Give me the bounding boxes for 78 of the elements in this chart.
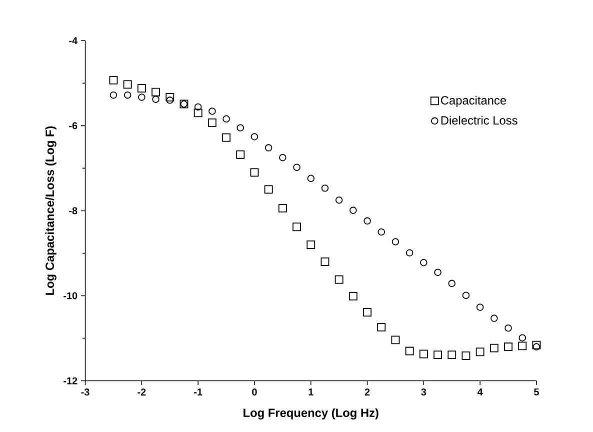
point bbox=[321, 184, 329, 192]
x-tick-label: -3 bbox=[81, 388, 90, 396]
point bbox=[448, 280, 456, 287]
point bbox=[222, 133, 230, 142]
point bbox=[124, 91, 132, 99]
point bbox=[405, 346, 414, 356]
point bbox=[292, 222, 301, 231]
point bbox=[391, 336, 400, 344]
legend-label: Capacitance bbox=[441, 96, 506, 107]
y-tick-label: -10 bbox=[64, 292, 78, 300]
point bbox=[504, 342, 512, 351]
x-tick-label: 2 bbox=[364, 388, 370, 396]
point bbox=[152, 88, 160, 96]
point bbox=[518, 342, 527, 350]
point bbox=[278, 204, 287, 212]
point bbox=[264, 144, 272, 152]
point bbox=[208, 118, 216, 127]
point bbox=[335, 196, 343, 204]
point bbox=[222, 115, 230, 122]
point bbox=[152, 96, 160, 103]
point bbox=[476, 347, 484, 356]
point bbox=[448, 350, 456, 359]
point bbox=[166, 96, 174, 104]
point bbox=[194, 103, 202, 110]
point bbox=[334, 275, 344, 284]
point bbox=[236, 124, 244, 132]
point bbox=[307, 174, 314, 182]
point bbox=[518, 334, 526, 342]
point bbox=[293, 164, 300, 171]
x-tick-label: 1 bbox=[308, 388, 314, 396]
point bbox=[364, 217, 371, 224]
point bbox=[137, 84, 146, 92]
point bbox=[279, 154, 286, 162]
point bbox=[392, 238, 400, 246]
x-tick-label: 3 bbox=[421, 388, 426, 396]
point bbox=[476, 303, 484, 311]
point bbox=[110, 91, 118, 99]
point bbox=[350, 206, 357, 214]
point bbox=[306, 240, 316, 249]
point bbox=[166, 92, 174, 102]
point bbox=[250, 168, 259, 176]
point bbox=[462, 351, 470, 360]
point bbox=[462, 292, 470, 299]
point bbox=[363, 308, 372, 316]
point bbox=[123, 80, 132, 88]
y-tick-label: -6 bbox=[69, 122, 78, 130]
x-tick-label: -1 bbox=[194, 388, 202, 396]
point bbox=[250, 132, 258, 140]
x-tick-label: 5 bbox=[534, 388, 539, 396]
point bbox=[236, 150, 245, 159]
y-tick-label: -8 bbox=[69, 207, 78, 214]
point bbox=[532, 340, 541, 350]
y-tick-label: -4 bbox=[69, 37, 78, 44]
point bbox=[378, 228, 385, 236]
point bbox=[420, 258, 428, 266]
point bbox=[194, 108, 202, 117]
point bbox=[264, 185, 273, 194]
point bbox=[109, 76, 118, 84]
point bbox=[208, 107, 216, 115]
point bbox=[138, 93, 146, 101]
point bbox=[532, 342, 540, 350]
point bbox=[490, 344, 498, 352]
point bbox=[419, 350, 428, 358]
point bbox=[504, 324, 512, 332]
point bbox=[320, 257, 330, 266]
point bbox=[434, 268, 442, 276]
point bbox=[406, 249, 414, 256]
point bbox=[434, 350, 442, 359]
point bbox=[377, 322, 386, 332]
legend-label: Dielectric Loss bbox=[441, 116, 518, 124]
y-axis-title: Log Capacitance/Loss (Log F) bbox=[45, 126, 56, 295]
x-tick-label: 4 bbox=[477, 388, 483, 396]
x-tick-label: -2 bbox=[138, 388, 146, 396]
point bbox=[490, 314, 498, 322]
x-axis-title: Log Frequency (Log Hz) bbox=[244, 408, 378, 420]
x-tick-label: 0 bbox=[252, 388, 257, 396]
y-tick-label: -12 bbox=[64, 377, 78, 384]
point bbox=[348, 292, 358, 300]
